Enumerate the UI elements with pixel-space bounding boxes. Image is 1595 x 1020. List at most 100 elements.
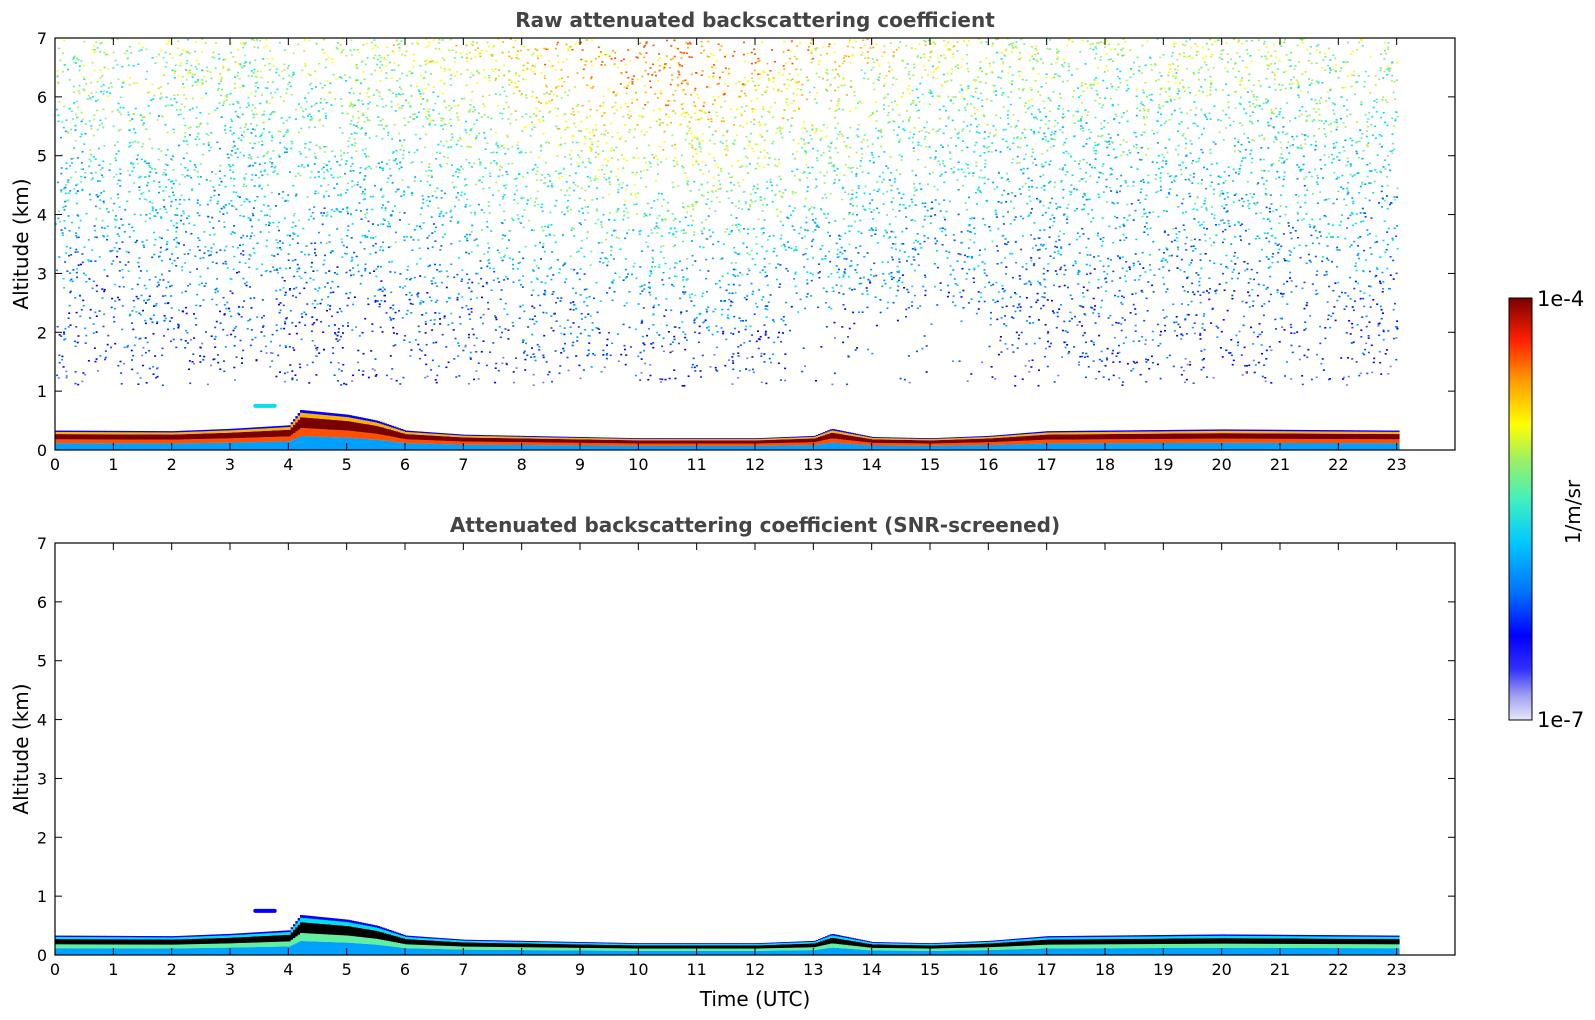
noise-point: [794, 191, 797, 194]
noise-point: [186, 169, 189, 172]
noise-point: [207, 250, 210, 252]
noise-point: [912, 74, 915, 76]
noise-point: [883, 279, 886, 282]
noise-point: [872, 218, 875, 220]
noise-point: [853, 91, 856, 93]
noise-point: [907, 291, 910, 294]
noise-point: [1380, 171, 1383, 173]
noise-point: [76, 57, 79, 60]
noise-point: [1002, 129, 1005, 131]
noise-point: [1028, 360, 1031, 362]
noise-point: [744, 77, 746, 79]
noise-point: [260, 331, 263, 333]
noise-point: [151, 207, 154, 210]
noise-point: [284, 345, 287, 347]
noise-point: [576, 162, 579, 165]
noise-point: [893, 177, 896, 180]
noise-point: [776, 215, 779, 217]
noise-point: [682, 166, 685, 169]
noise-point: [1177, 323, 1180, 326]
noise-point: [1354, 280, 1357, 283]
noise-point: [796, 73, 799, 76]
noise-point: [331, 315, 333, 318]
noise-point: [785, 301, 788, 304]
noise-point: [1337, 281, 1340, 284]
noise-point: [1346, 115, 1349, 117]
noise-point: [1360, 38, 1362, 41]
noise-point: [1156, 38, 1159, 40]
noise-point: [1352, 70, 1355, 73]
noise-point: [645, 241, 648, 243]
noise-point: [279, 371, 281, 373]
noise-point: [356, 121, 359, 124]
noise-point: [1219, 176, 1222, 179]
noise-point: [1005, 243, 1008, 246]
noise-point: [1271, 111, 1274, 113]
noise-point: [1265, 179, 1268, 182]
noise-point: [1106, 146, 1109, 149]
noise-point: [778, 286, 781, 288]
noise-point: [1019, 38, 1022, 41]
noise-point: [1262, 158, 1265, 161]
noise-point: [93, 45, 96, 47]
noise-point: [622, 279, 625, 281]
noise-point: [586, 206, 589, 208]
noise-point: [1112, 374, 1115, 377]
noise-point: [119, 128, 122, 131]
noise-point: [1275, 328, 1277, 330]
noise-point: [225, 307, 228, 310]
noise-point: [225, 263, 228, 265]
noise-point: [159, 208, 162, 210]
noise-point: [531, 121, 533, 124]
noise-point: [862, 205, 865, 208]
noise-point: [894, 242, 897, 245]
noise-point: [790, 214, 792, 216]
noise-point: [1355, 361, 1358, 363]
noise-point: [765, 316, 768, 318]
noise-point: [307, 92, 310, 94]
noise-point: [526, 68, 529, 70]
noise-point: [418, 348, 421, 351]
noise-point: [860, 69, 863, 72]
noise-point: [674, 275, 677, 278]
noise-point: [1069, 311, 1072, 314]
noise-point: [1014, 385, 1017, 387]
noise-point: [1284, 87, 1287, 90]
noise-point: [167, 40, 170, 42]
noise-point: [827, 145, 830, 148]
noise-point: [946, 295, 949, 298]
noise-point: [226, 212, 229, 214]
noise-point: [900, 155, 903, 158]
noise-point: [408, 70, 411, 73]
noise-point: [273, 111, 276, 113]
noise-point: [162, 57, 165, 59]
noise-point: [1206, 118, 1208, 120]
noise-point: [412, 113, 414, 116]
noise-point: [248, 200, 251, 203]
noise-point: [981, 361, 984, 363]
noise-point: [1153, 274, 1156, 276]
noise-point: [475, 272, 478, 275]
noise-point: [134, 140, 137, 143]
noise-point: [834, 337, 836, 339]
noise-point: [544, 63, 547, 66]
noise-point: [95, 41, 98, 43]
noise-point: [811, 240, 814, 242]
noise-point: [1199, 277, 1202, 280]
noise-point: [1053, 125, 1056, 128]
noise-point: [843, 272, 846, 274]
noise-point: [310, 119, 313, 121]
noise-point: [784, 245, 786, 248]
noise-point: [89, 97, 92, 99]
noise-point: [154, 238, 157, 241]
noise-point: [1328, 97, 1331, 100]
noise-point: [1015, 261, 1018, 264]
noise-point: [253, 252, 256, 254]
noise-point: [353, 296, 356, 298]
noise-point: [897, 279, 900, 282]
noise-point: [249, 219, 252, 222]
noise-point: [148, 138, 151, 140]
noise-point: [810, 58, 813, 60]
noise-point: [707, 118, 710, 121]
noise-point: [1153, 132, 1155, 135]
